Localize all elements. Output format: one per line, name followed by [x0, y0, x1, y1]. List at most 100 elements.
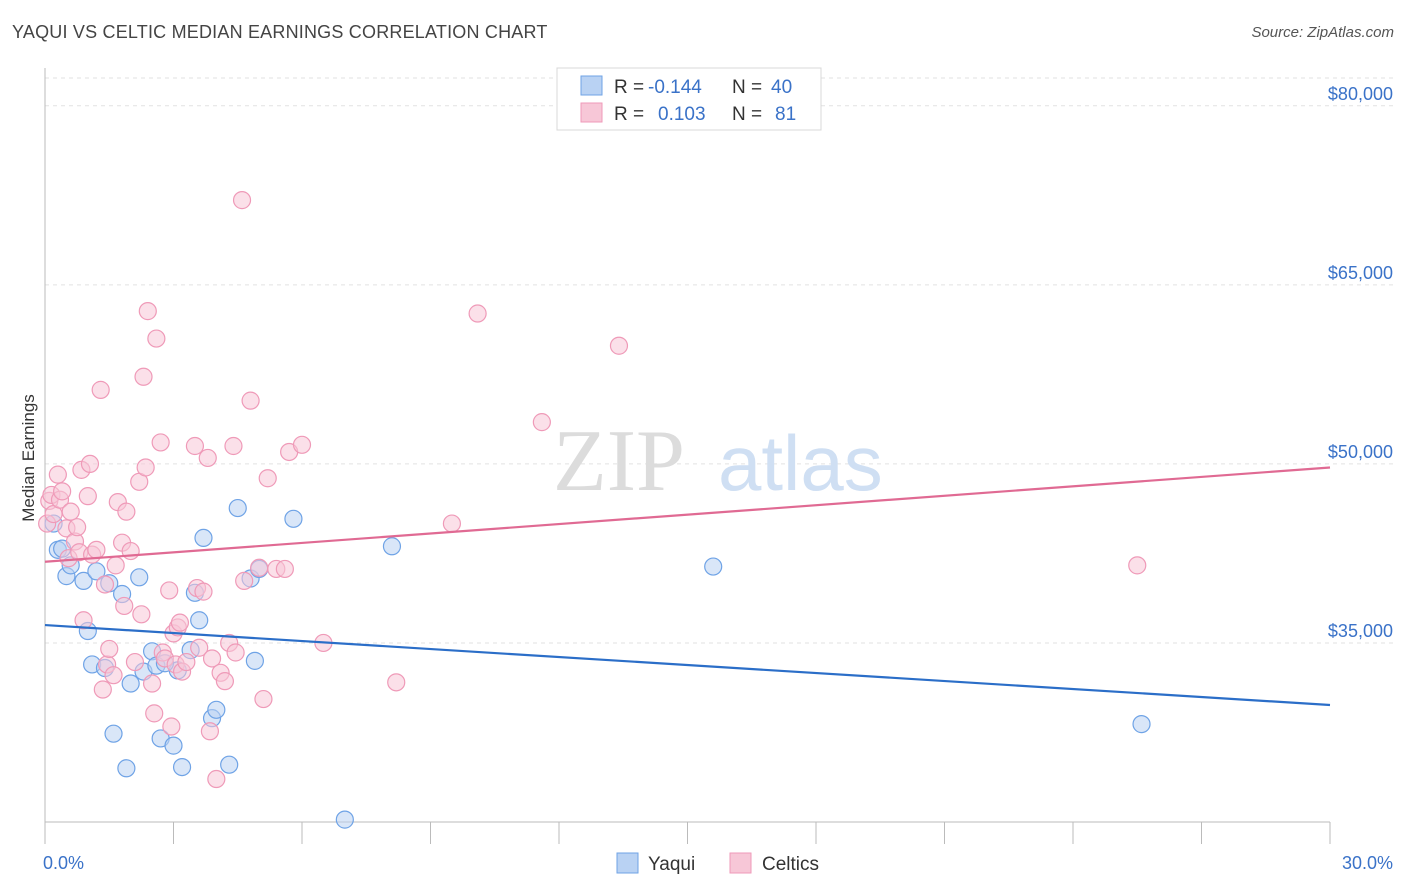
point-celtics-36 [138, 302, 157, 321]
point-yaqui-20 [164, 736, 183, 755]
legend-yaqui-r-label: R = [614, 77, 644, 98]
point-celtics-65 [235, 571, 254, 590]
point-celtics-57 [202, 649, 222, 668]
point-yaqui-13 [117, 759, 136, 778]
point-yaqui-5 [74, 571, 93, 590]
point-yaqui-25 [190, 611, 209, 630]
chart-title: YAQUI VS CELTIC MEDIAN EARNINGS CORRELAT… [12, 22, 548, 42]
x-axis-min-label: 0.0% [43, 853, 84, 873]
point-celtics-35 [136, 458, 155, 477]
point-celtics-14 [74, 611, 93, 630]
grid-lines [45, 77, 1393, 644]
point-yaqui-11 [104, 724, 123, 743]
tick-labels: $35,000 $50,000 $65,000 $80,000 [1328, 84, 1393, 641]
point-celtics-38 [145, 704, 164, 723]
point-celtics-33 [132, 605, 151, 624]
point-celtics-53 [190, 638, 209, 657]
legend-celtics-n-label: N = [732, 104, 762, 125]
y-tick-label-2: $65,000 [1328, 263, 1393, 283]
point-celtics-40 [151, 433, 170, 452]
point-celtics-54 [194, 582, 213, 601]
point-celtics-75 [387, 673, 406, 692]
series-legend: Yaqui Celtics [616, 852, 819, 875]
point-celtics-80 [1128, 556, 1147, 575]
point-celtics-11 [68, 518, 87, 537]
legend-yaqui-n-label: N = [732, 77, 762, 98]
point-celtics-29 [117, 502, 136, 521]
point-celtics-34 [134, 367, 153, 386]
point-celtics-58 [207, 769, 226, 789]
point-celtics-6 [53, 482, 72, 501]
legend-yaqui-n-value: 40 [771, 77, 792, 98]
point-yaqui-30 [228, 498, 247, 518]
axes [44, 68, 1331, 844]
y-axis-label: Median Earnings [19, 394, 38, 522]
point-yaqui-15 [130, 568, 149, 587]
point-celtics-76 [442, 514, 462, 533]
point-celtics-63 [226, 643, 245, 662]
y-tick-label-0: $35,000 [1328, 621, 1393, 641]
point-yaqui-28 [207, 700, 226, 719]
stats-legend: R = -0.144 N = 40 R = 0.103 N = 81 [556, 67, 822, 131]
point-yaqui-37 [704, 557, 723, 576]
point-yaqui-22 [172, 757, 192, 777]
point-celtics-39 [147, 329, 166, 348]
point-celtics-37 [142, 674, 162, 693]
point-celtics-56 [200, 722, 220, 741]
series-legend-swatch-yaqui [616, 852, 639, 874]
point-celtics-66 [241, 391, 260, 410]
point-celtics-64 [232, 191, 252, 210]
legend-celtics-r-value: 0.103 [658, 104, 706, 125]
watermark: ZIP atlas [553, 413, 883, 510]
point-celtics-18 [87, 540, 106, 559]
legend-swatch-celtics [580, 102, 603, 123]
point-celtics-69 [258, 469, 277, 488]
point-celtics-50 [177, 652, 196, 672]
point-celtics-77 [468, 304, 487, 323]
point-celtics-4 [48, 465, 67, 484]
point-celtics-43 [160, 581, 179, 600]
point-yaqui-8 [87, 562, 106, 581]
series-legend-label-yaqui: Yaqui [648, 854, 695, 875]
watermark-atlas: atlas [718, 419, 883, 507]
point-celtics-73 [292, 435, 312, 454]
point-yaqui-26 [194, 528, 213, 548]
series-legend-label-celtics: Celtics [762, 854, 819, 875]
legend-celtics-n-value: 81 [775, 104, 796, 125]
point-celtics-23 [100, 639, 119, 659]
point-celtics-62 [224, 436, 243, 456]
trend-line-celtics [44, 466, 1331, 563]
point-celtics-60 [215, 672, 234, 691]
legend-swatch-yaqui [580, 75, 603, 96]
trend-line-yaqui [44, 623, 1331, 707]
series-legend-swatch-celtics [729, 852, 752, 874]
point-yaqui-35 [335, 810, 354, 829]
point-celtics-55 [198, 448, 217, 468]
trend-lines [44, 466, 1331, 707]
chart-source: Source: ZipAtlas.com [1251, 24, 1394, 41]
point-celtics-19 [91, 380, 110, 399]
point-celtics-78 [532, 413, 551, 432]
legend-celtics-r-label: R = [614, 104, 644, 125]
point-yaqui-31 [245, 651, 264, 670]
data-points [38, 191, 1151, 829]
point-yaqui-14 [121, 674, 140, 693]
point-yaqui-38 [1132, 715, 1151, 734]
point-celtics-31 [125, 652, 145, 672]
point-celtics-25 [106, 556, 125, 575]
x-axis-max-label: 30.0% [1342, 853, 1393, 873]
point-celtics-71 [275, 559, 294, 579]
point-celtics-15 [78, 487, 97, 506]
point-celtics-68 [254, 689, 273, 709]
point-celtics-51 [185, 436, 205, 456]
point-celtics-44 [162, 717, 181, 736]
point-celtics-28 [115, 596, 134, 616]
point-celtics-79 [609, 336, 629, 355]
point-celtics-20 [93, 680, 112, 699]
point-celtics-67 [250, 558, 269, 577]
point-celtics-9 [61, 502, 80, 521]
y-tick-label-3: $80,000 [1328, 84, 1393, 104]
point-celtics-24 [104, 666, 123, 685]
point-celtics-48 [170, 613, 190, 632]
